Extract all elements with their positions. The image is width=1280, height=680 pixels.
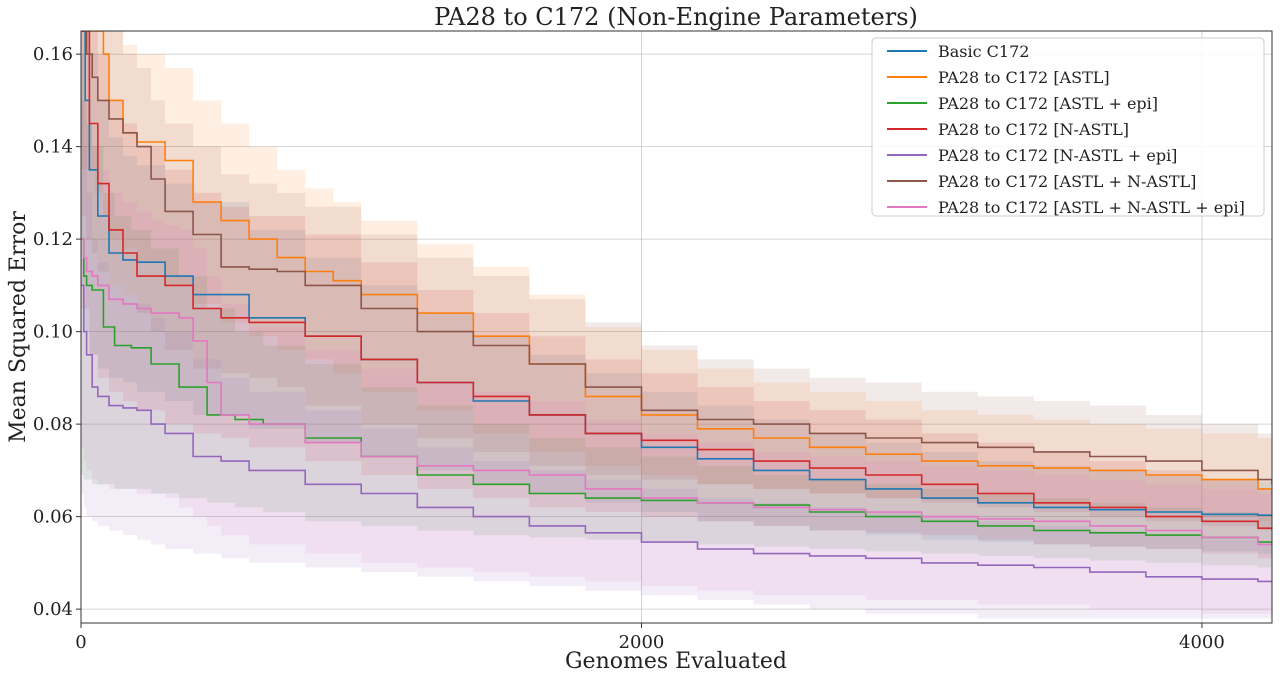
series-band-6 bbox=[81, 54, 1272, 614]
x-axis-label: Genomes Evaluated bbox=[565, 649, 787, 674]
series-line-3 bbox=[81, 31, 1272, 531]
series-line-1 bbox=[81, 31, 1272, 496]
y-tick-label: 0.04 bbox=[33, 599, 73, 620]
x-tick-label: 4000 bbox=[1179, 632, 1225, 653]
legend-label-0: Basic C172 bbox=[938, 42, 1029, 61]
x-tick-label: 2000 bbox=[619, 632, 665, 653]
confidence-bands bbox=[81, 31, 1272, 619]
y-tick-label: 0.10 bbox=[33, 322, 73, 343]
legend: Basic C172 PA28 to C172 [ASTL] PA28 to C17… bbox=[871, 37, 1265, 217]
legend-label-3: PA28 to C172 [N-ASTL] bbox=[938, 120, 1129, 139]
series-band-1 bbox=[81, 31, 1272, 522]
series-band-2 bbox=[81, 54, 1272, 568]
y-ticks: 0.04 0.06 0.08 0.10 0.12 0.14 0.16 bbox=[33, 44, 81, 620]
y-axis-label: Mean Squared Error bbox=[6, 211, 31, 443]
y-tick-label: 0.12 bbox=[33, 229, 73, 250]
legend-box bbox=[871, 37, 1265, 217]
y-tick-label: 0.14 bbox=[33, 137, 73, 158]
legend-label-1: PA28 to C172 [ASTL] bbox=[938, 68, 1110, 87]
series-line-4 bbox=[81, 284, 1272, 583]
x-ticks: 0 2000 4000 bbox=[75, 623, 1225, 653]
series-band-5 bbox=[81, 31, 1272, 531]
y-tick-label: 0.16 bbox=[33, 44, 73, 65]
legend-label-2: PA28 to C172 [ASTL + epi] bbox=[938, 94, 1158, 113]
legend-label-4: PA28 to C172 [N-ASTL + epi] bbox=[938, 146, 1177, 165]
chart-title: PA28 to C172 (Non-Engine Parameters) bbox=[434, 3, 918, 31]
legend-label-5: PA28 to C172 [ASTL + N-ASTL] bbox=[938, 172, 1196, 191]
series-band-3 bbox=[81, 31, 1272, 559]
plot-frame bbox=[80, 30, 1273, 624]
y-tick-label: 0.08 bbox=[33, 414, 73, 435]
series-line-2 bbox=[81, 238, 1272, 545]
x-tick-label: 0 bbox=[75, 632, 86, 653]
y-tick-label: 0.06 bbox=[33, 507, 73, 528]
series-line-5 bbox=[81, 31, 1272, 485]
legend-label-6: PA28 to C172 [ASTL + N-ASTL + epi] bbox=[938, 198, 1245, 217]
series-band-0 bbox=[81, 31, 1272, 554]
series-line-6 bbox=[81, 238, 1272, 547]
series-band-4 bbox=[81, 100, 1272, 619]
series-lines bbox=[81, 31, 1272, 583]
